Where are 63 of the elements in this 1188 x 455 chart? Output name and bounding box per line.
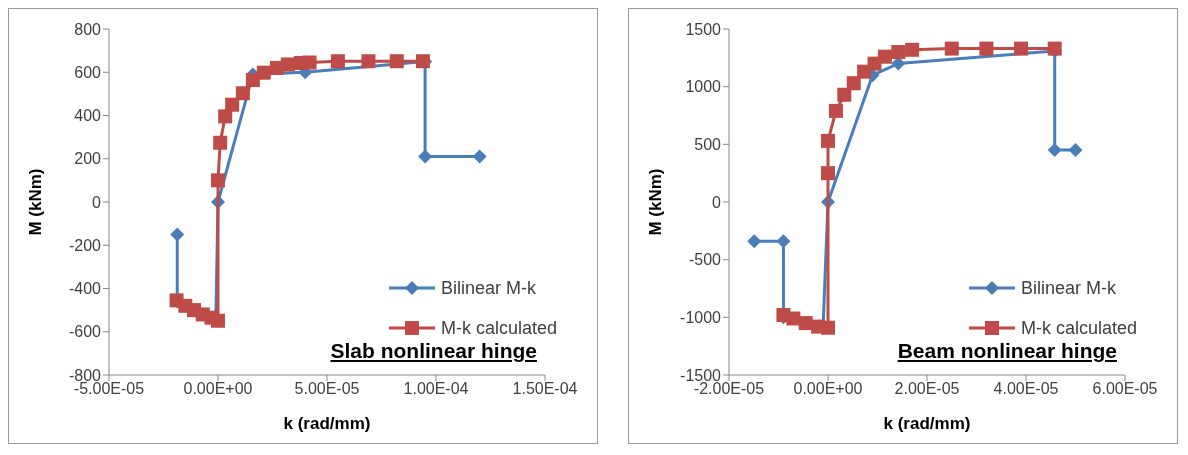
point — [821, 166, 835, 181]
x-tick-label: 4.00E-05 — [993, 380, 1059, 398]
y-tick-label: 1000 — [685, 78, 722, 96]
point — [877, 49, 892, 64]
legend-label: Bilinear M-k — [440, 277, 536, 299]
x-tick-label: 0.00E+00 — [183, 380, 253, 398]
point — [1068, 143, 1083, 158]
x-tick-label: 2.00E-05 — [894, 380, 960, 398]
point — [389, 54, 404, 69]
x-tick-label: 1.00E-04 — [403, 380, 469, 398]
point — [170, 227, 185, 242]
point — [302, 55, 317, 70]
y-tick-label: 500 — [694, 136, 722, 154]
point — [905, 42, 920, 57]
point — [330, 54, 345, 69]
y-tick-label: 1500 — [685, 20, 722, 38]
y-tick-label: -200 — [68, 236, 102, 254]
point — [1014, 41, 1029, 56]
y-tick-label: 200 — [74, 150, 102, 168]
x-tick-label: -2.00E-05 — [693, 380, 765, 398]
point — [235, 86, 250, 101]
point — [418, 149, 433, 164]
y-tick-label: -1000 — [680, 309, 722, 327]
legend-label: M-k calculated — [440, 317, 557, 339]
x-tick-label: 5.00E-05 — [294, 380, 360, 398]
y-tick-label: -600 — [68, 323, 102, 341]
y-axis-title: M (kNm) — [646, 168, 666, 236]
point — [944, 41, 959, 56]
x-tick-label: 1.50E-04 — [512, 380, 578, 398]
point — [828, 103, 843, 118]
point — [776, 234, 791, 249]
x-tick-label: -5.00E-05 — [73, 380, 145, 398]
x-tick-label: 0.00E+00 — [793, 380, 863, 398]
point — [979, 41, 994, 56]
y-tick-label: 800 — [74, 20, 102, 38]
y-tick-label: 0 — [92, 193, 102, 211]
x-axis-title: k (rad/mm) — [283, 414, 371, 433]
point — [857, 64, 872, 79]
legend-label: Bilinear M-k — [1020, 277, 1116, 299]
text: Slab nonlinear hinge — [330, 339, 537, 363]
point — [213, 135, 228, 150]
point — [225, 97, 240, 112]
point — [837, 87, 852, 102]
point — [821, 320, 835, 335]
y-tick-label: -400 — [68, 280, 102, 298]
point — [472, 149, 487, 164]
text: Beam nonlinear hinge — [897, 339, 1117, 363]
point — [211, 173, 225, 188]
x-axis-title: k (rad/mm) — [883, 414, 971, 433]
y-axis-title: M (kNm) — [26, 168, 46, 236]
legend-label: M-k calculated — [1020, 317, 1137, 339]
point — [1047, 143, 1062, 158]
y-tick-label: 600 — [74, 63, 102, 81]
point — [891, 45, 906, 60]
x-tick-label: 6.00E-05 — [1092, 380, 1158, 398]
y-tick-label: 400 — [74, 107, 102, 125]
point — [821, 133, 835, 148]
point — [747, 234, 762, 249]
point — [361, 54, 376, 69]
point — [256, 65, 271, 80]
point — [846, 76, 861, 91]
y-tick-label: -500 — [688, 251, 722, 269]
y-tick-label: 0 — [712, 193, 722, 211]
